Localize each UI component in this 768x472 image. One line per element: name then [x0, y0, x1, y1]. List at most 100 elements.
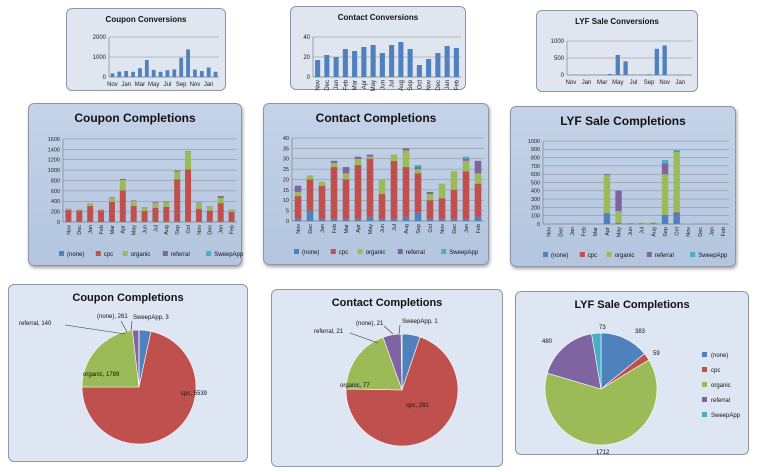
bar-none-sep — [174, 220, 181, 222]
bar-cpc-dec — [76, 210, 83, 222]
y-tick-label: 30 — [283, 157, 289, 163]
leader-line — [64, 324, 126, 335]
pie-label: cpc, 281 — [406, 403, 429, 409]
bar-oct — [186, 49, 190, 77]
bar-referral-oct — [185, 151, 192, 152]
bar-none-nov — [438, 218, 446, 221]
legend-swatch-sweepapp — [702, 412, 707, 417]
bar-cpc-feb — [474, 183, 482, 217]
bar-referral-apr — [603, 174, 611, 176]
bar-cpc-feb — [98, 210, 105, 222]
bar-nov — [662, 45, 667, 75]
bar-cpc-dec — [306, 179, 314, 211]
bar-referral-oct — [673, 150, 680, 152]
bar-organic-mar — [342, 173, 350, 180]
pie-label: 73 — [599, 325, 606, 331]
chart-title: Contact Completions — [331, 297, 443, 309]
x-tick-label: Nov — [659, 80, 670, 86]
chart-title: Coupon Conversions — [105, 15, 187, 24]
legend-label-none: (none) — [67, 252, 84, 258]
bar-referral-sep — [174, 170, 181, 172]
bar-organic-oct — [426, 194, 434, 201]
bar-organic-may — [130, 200, 137, 206]
bar-sep — [179, 57, 184, 77]
bar-organic-mar — [108, 197, 115, 202]
x-tick-label: Feb — [454, 79, 460, 90]
bar-none-jul — [390, 218, 398, 221]
bar-sweepapp-sep — [661, 160, 669, 164]
y-tick-label: 200 — [51, 210, 60, 216]
bar-feb — [213, 71, 218, 77]
bar-none-jun — [141, 221, 148, 222]
x-tick-label: Jan — [88, 225, 94, 234]
pie-slice-sweepapp — [400, 333, 403, 391]
y-tick-label: 2000 — [93, 35, 107, 41]
bar-oct — [654, 48, 659, 75]
bar-organic-jul — [638, 222, 646, 224]
x-tick-label: Jul — [153, 225, 159, 232]
bar-none-sep — [414, 212, 422, 221]
bar-organic-feb — [330, 162, 338, 168]
legend-swatch-cpc — [95, 251, 101, 256]
bar-organic-dec — [76, 209, 83, 211]
bar-organic-dec — [306, 175, 314, 180]
legend-swatch-organic — [122, 251, 128, 256]
bar-referral-sep — [661, 163, 669, 175]
y-tick-label: 500 — [554, 56, 565, 62]
x-tick-label: Oct — [186, 225, 192, 234]
legend-swatch-referral — [162, 251, 168, 256]
legend-swatch-none — [543, 252, 548, 257]
coupon-pie-panel: Coupon Completions (none), 261 cpc, 5539 o… — [8, 284, 248, 462]
bar-organic-jun — [378, 179, 386, 195]
bar-referral-apr — [119, 178, 126, 180]
x-tick-label: Nov — [427, 80, 433, 91]
y-tick-label: 40 — [283, 136, 289, 142]
lyf-conversions-chart: 0 500 1000 Nov Jan Mar May Jul Sep Nov Jan — [551, 39, 692, 86]
y-tick-label: 800 — [531, 156, 540, 162]
leader-line — [383, 325, 394, 335]
legend-swatch-cpc — [330, 249, 336, 254]
y-tick-label: 20 — [303, 55, 310, 61]
bar-organic-apr — [119, 179, 126, 191]
x-tick-label: Mar — [135, 82, 145, 88]
legend-swatch-cpc — [579, 252, 585, 257]
bar-nov — [315, 60, 321, 77]
x-tick-label: Mar — [593, 227, 599, 237]
bar-organic-nov — [195, 203, 202, 209]
chart-title: Contact Conversions — [337, 13, 419, 22]
x-tick-label: Mar — [110, 225, 116, 235]
bar-sweepapp-oct — [673, 150, 680, 151]
bar-dec — [199, 71, 204, 77]
bar-organic-sep — [174, 171, 181, 180]
legend-swatch-referral — [646, 252, 652, 257]
y-tick-label: 1000 — [551, 39, 565, 45]
x-tick-label: Oct — [428, 224, 434, 233]
x-tick-label: Nov — [566, 80, 577, 86]
bar-cpc-mar — [342, 179, 350, 219]
x-tick-label: Feb — [99, 225, 105, 234]
bar-referral-jul — [152, 202, 159, 203]
y-tick-label: 0 — [286, 219, 289, 225]
legend-label-sweepapp: SweepApp — [711, 413, 741, 419]
legend-swatch-none — [59, 251, 64, 256]
bar-cpc-sep — [174, 179, 181, 221]
legend-label-organic: organic — [131, 252, 151, 258]
bar-cpc-jan — [217, 203, 224, 222]
x-tick-label: Jan — [445, 80, 451, 90]
legend-label-referral: referral — [655, 253, 674, 259]
legend-label-sweepapp: SweepApp — [449, 250, 479, 256]
bar-cpc-jun — [378, 194, 386, 219]
y-tick-label: 5 — [286, 209, 289, 215]
bar-organic-jan — [318, 181, 326, 186]
pie-label: 59 — [653, 351, 660, 357]
x-tick-label: Jun — [628, 227, 634, 236]
contact-conversions-panel: Contact Conversions 0 20 40 Nov Dec Jan Feb Mar… — [290, 6, 466, 91]
bar-referral-may — [130, 200, 137, 201]
bar-cpc-oct — [673, 212, 680, 215]
bar-aug — [398, 42, 404, 77]
chart-title: LYF Sale Completions — [574, 299, 690, 311]
legend-label-cpc: cpc — [339, 250, 348, 256]
legend-label-organic: organic — [615, 253, 635, 259]
x-tick-label: Jan — [334, 80, 340, 90]
bar-organic-oct — [185, 151, 192, 170]
